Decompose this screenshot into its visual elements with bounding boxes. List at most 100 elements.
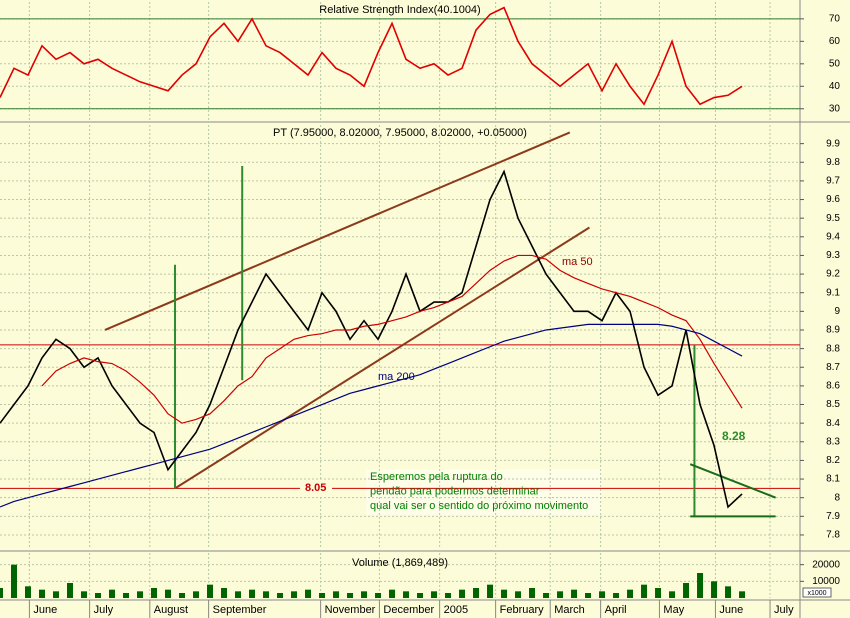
volume-bar: [431, 591, 438, 598]
y-tick-label: 7.8: [826, 530, 840, 541]
level-label-bg: [300, 481, 332, 495]
volume-bar: [123, 593, 130, 598]
volume-bar: [599, 591, 606, 598]
note-text: pendão para podermos determinar: [370, 485, 540, 497]
volume-bar: [193, 591, 200, 598]
x-tick-label: February: [500, 604, 545, 616]
series-line: [0, 6, 743, 106]
x-tick-label: July: [94, 604, 114, 616]
volume-bar: [319, 593, 326, 598]
y-tick-label: 8.7: [826, 362, 840, 373]
volume-bar: [711, 581, 718, 598]
panel-title: PT (7.95000, 8.02000, 7.95000, 8.02000, …: [273, 127, 527, 139]
price-label: 8.28: [722, 429, 746, 443]
x-tick-label: April: [605, 604, 627, 616]
volume-bar: [613, 593, 620, 598]
volume-bar: [165, 589, 172, 598]
volume-bar: [305, 589, 312, 598]
volume-bar: [39, 589, 46, 598]
y-tick-label: 8.1: [826, 474, 840, 485]
volume-bar: [137, 591, 144, 598]
volume-bar: [221, 588, 228, 598]
x-tick-label: September: [213, 604, 267, 616]
y-tick-label: 8.6: [826, 381, 840, 392]
trend-line: [689, 463, 777, 499]
volume-bar: [25, 586, 32, 598]
y-tick-label: 9: [834, 306, 840, 317]
volume-bar: [557, 591, 564, 598]
volume-bar: [487, 584, 494, 598]
x-tick-label: May: [663, 604, 684, 616]
volume-bar: [11, 564, 18, 598]
x-tick-label: 2005: [444, 604, 468, 616]
x-tick-label: June: [33, 604, 57, 616]
y-tick-label: 9.4: [826, 231, 840, 242]
unit-box: [802, 587, 832, 598]
volume-bar: [543, 593, 550, 598]
volume-bar: [459, 589, 466, 598]
trend-line: [174, 226, 590, 490]
y-tick-label: 9.9: [826, 138, 840, 149]
y-tick-label: 60: [829, 36, 841, 47]
y-tick-label: 40: [829, 81, 841, 92]
level-label: 8.05: [305, 482, 326, 494]
y-tick-label: 30: [829, 103, 841, 114]
volume-bar: [641, 584, 648, 598]
volume-bar: [347, 593, 354, 598]
y-tick-label: 20000: [812, 559, 840, 570]
volume-bar: [697, 573, 704, 598]
y-tick-label: 8: [834, 492, 840, 503]
volume-bar: [655, 588, 662, 598]
x-tick-label: June: [719, 604, 743, 616]
y-tick-label: 9.6: [826, 194, 840, 205]
unit-label: x1000: [807, 590, 826, 597]
x-tick-label: March: [554, 604, 585, 616]
x-tick-label: November: [325, 604, 376, 616]
y-tick-label: 8.3: [826, 436, 840, 447]
volume-bar: [445, 593, 452, 598]
y-tick-label: 50: [829, 58, 841, 69]
volume-bar: [627, 589, 634, 598]
volume-bar: [417, 593, 424, 598]
volume-bar: [571, 589, 578, 598]
volume-bar: [403, 591, 410, 598]
volume-bar: [263, 591, 270, 598]
y-tick-label: 8.9: [826, 325, 840, 336]
x-tick-label: July: [774, 604, 794, 616]
volume-bar: [375, 593, 382, 598]
series-line: [41, 254, 743, 424]
y-tick-label: 9.1: [826, 287, 840, 298]
volume-bar: [739, 591, 746, 598]
volume-bar: [725, 586, 732, 598]
volume-bar: [683, 583, 690, 598]
volume-bar: [291, 591, 298, 598]
y-tick-label: 70: [829, 13, 841, 24]
series-label: ma 200: [378, 371, 415, 383]
volume-bar: [179, 593, 186, 598]
volume-bar: [151, 588, 158, 598]
note-text: qual vai ser o sentido do próximo movime…: [370, 500, 588, 512]
y-tick-label: 9.8: [826, 157, 840, 168]
volume-bar: [95, 593, 102, 598]
x-tick-label: December: [383, 604, 434, 616]
trend-line: [104, 131, 571, 331]
volume-bar: [669, 591, 676, 598]
volume-bar: [361, 591, 368, 598]
volume-bar: [109, 589, 116, 598]
volume-bar: [585, 593, 592, 598]
y-tick-label: 8.8: [826, 343, 840, 354]
series-line: [0, 169, 743, 509]
y-tick-label: 7.9: [826, 511, 840, 522]
y-tick-label: 9.2: [826, 269, 840, 280]
volume-bar: [53, 591, 60, 598]
y-tick-label: 8.5: [826, 399, 840, 410]
y-tick-label: 9.3: [826, 250, 840, 261]
note-box: [366, 469, 602, 515]
panel-title: Relative Strength Index(40.1004): [319, 4, 480, 16]
x-tick-label: August: [154, 604, 188, 616]
y-tick-label: 8.4: [826, 418, 840, 429]
volume-bar: [501, 589, 508, 598]
volume-bar: [529, 588, 536, 598]
